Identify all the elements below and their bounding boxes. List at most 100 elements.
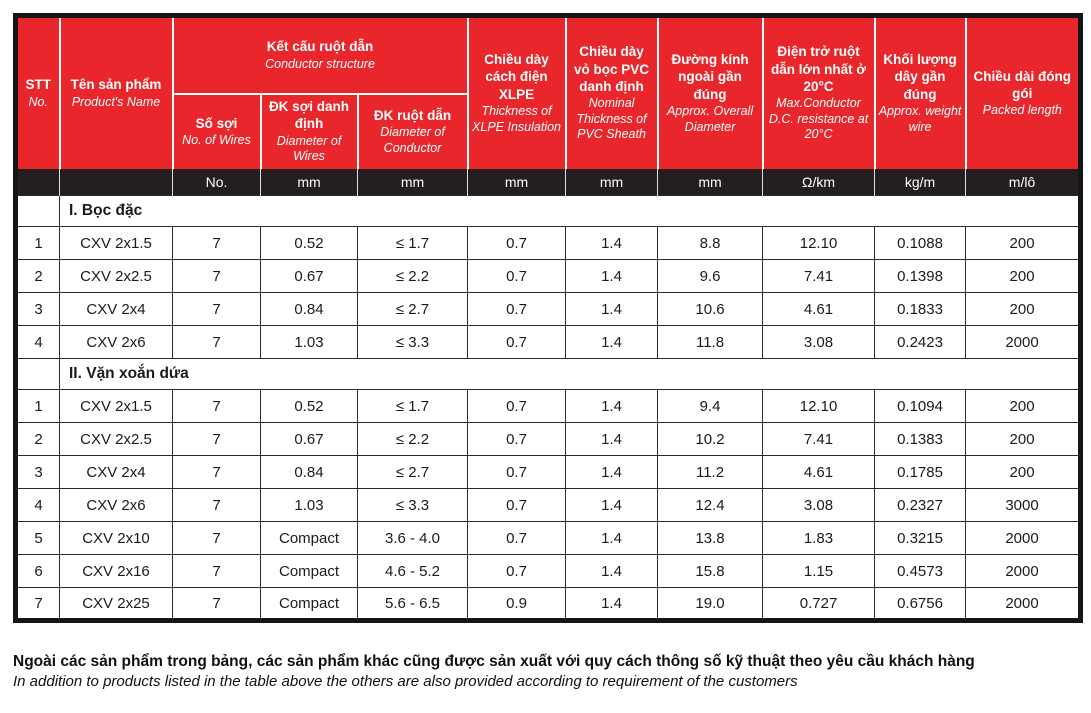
cell-xlpe-thickness: 0.7: [467, 226, 567, 260]
cell-weight: 0.1088: [874, 226, 967, 260]
cell-pvc-thickness: 1.4: [565, 521, 659, 555]
cell-dc-resistance: 1.83: [762, 521, 876, 555]
section-heading-row: I. Bọc đặc: [15, 195, 1082, 227]
cell-no-of-wires: 7: [172, 226, 261, 260]
cell-packed-length: 200: [965, 292, 1082, 326]
unit-cell: Ω/km: [762, 168, 876, 196]
cell-wire-diameter: Compact: [260, 554, 358, 588]
section-heading-empty-cell: [15, 358, 60, 390]
col-header-pvc-thickness-en: Nominal Thickness of PVC Sheath: [576, 96, 647, 142]
table-row: 2 CXV 2x2.5 7 0.67 ≤ 2.2 0.7 1.4 9.6 7.41 0.1398 2…: [15, 259, 1082, 293]
col-header-packed-length-en: Packed length: [982, 103, 1062, 118]
cell-dc-resistance: 4.61: [762, 455, 876, 489]
cell-product-name: CXV 2x4: [59, 455, 173, 489]
col-header-product-name: Tên sản phẩm Product's Name: [59, 15, 174, 169]
cell-weight: 0.1094: [874, 389, 967, 423]
cell-overall-diameter: 13.8: [657, 521, 764, 555]
footer-note-vi: Ngoài các sản phẩm trong bảng, các sản p…: [13, 653, 975, 670]
footer-note-en: In addition to products listed in the ta…: [13, 673, 798, 691]
cell-weight: 0.4573: [874, 554, 967, 588]
cell-conductor-diameter: ≤ 2.2: [356, 422, 469, 456]
cell-conductor-diameter: 5.6 - 6.5: [356, 587, 469, 621]
footer-notes: Ngoài các sản phẩm trong bảng, các sản p…: [13, 652, 1083, 692]
cell-pvc-thickness: 1.4: [565, 422, 659, 456]
cell-conductor-diameter: 4.6 - 5.2: [356, 554, 469, 588]
cell-dc-resistance: 4.61: [762, 292, 876, 326]
cell-product-name: CXV 2x2.5: [59, 259, 173, 293]
cell-pvc-thickness: 1.4: [565, 259, 659, 293]
cell-xlpe-thickness: 0.7: [467, 488, 567, 522]
cell-packed-length: 3000: [965, 488, 1082, 522]
table-row: 2 CXV 2x2.5 7 0.67 ≤ 2.2 0.7 1.4 10.2 7.41 0.1383…: [15, 422, 1082, 456]
cell-pvc-thickness: 1.4: [565, 455, 659, 489]
table-row: 4 CXV 2x6 7 1.03 ≤ 3.3 0.7 1.4 11.8 3.08 0.2423 20…: [15, 325, 1082, 359]
cell-wire-diameter: Compact: [260, 521, 358, 555]
table-row: 1 CXV 2x1.5 7 0.52 ≤ 1.7 0.7 1.4 9.4 12.10 0.1094…: [15, 389, 1082, 423]
col-header-packed-length: Chiều dài đóng gói Packed length: [965, 15, 1081, 169]
cell-stt: 1: [15, 226, 60, 260]
cell-no-of-wires: 7: [172, 292, 261, 326]
table-row: 1 CXV 2x1.5 7 0.52 ≤ 1.7 0.7 1.4 8.8 12.10 0.1088…: [15, 226, 1082, 260]
cell-overall-diameter: 19.0: [657, 587, 764, 621]
cell-product-name: CXV 2x4: [59, 292, 173, 326]
table-header: STT No. Tên sản phẩm Product's Name Kết …: [15, 15, 1081, 196]
col-header-conductor-diameter-en: Diameter of Conductor: [380, 125, 445, 155]
unit-cell: mm: [657, 168, 764, 196]
cell-stt: 4: [15, 488, 60, 522]
cell-xlpe-thickness: 0.7: [467, 521, 567, 555]
cell-weight: 0.6756: [874, 587, 967, 621]
unit-cell: mm: [357, 168, 469, 196]
cell-xlpe-thickness: 0.7: [467, 259, 567, 293]
cell-no-of-wires: 7: [172, 455, 261, 489]
unit-cell: mm: [467, 168, 567, 196]
table-row: 6 CXV 2x16 7 Compact 4.6 - 5.2 0.7 1.4 15.8 1.15…: [15, 554, 1082, 588]
cell-conductor-diameter: ≤ 2.7: [356, 292, 469, 326]
cell-wire-diameter: 0.52: [260, 226, 358, 260]
section-heading-empty-cell: [15, 195, 60, 227]
col-header-approx-weight-vi: Khối lượng dây gần đúng: [883, 52, 957, 102]
cell-stt: 3: [15, 455, 60, 489]
cell-packed-length: 200: [965, 422, 1082, 456]
col-header-overall-diameter-vi: Đường kính ngoài gần đúng: [671, 52, 749, 102]
cell-xlpe-thickness: 0.7: [467, 325, 567, 359]
catalog-page: STT No. Tên sản phẩm Product's Name Kết …: [0, 13, 1091, 713]
col-header-approx-weight-en: Approx. weight wire: [878, 104, 962, 134]
units-row: No. mm mm mm mm mm Ω/km kg/m m/lô: [15, 168, 1081, 196]
unit-cell: No.: [172, 168, 261, 196]
section-title: II. Vặn xoắn dứa: [58, 358, 1082, 390]
col-header-no-of-wires-vi: Số sợi: [195, 115, 238, 131]
col-header-pvc-thickness-vi: Chiều dày vỏ bọc PVC danh định: [574, 44, 650, 94]
cell-stt: 2: [15, 259, 60, 293]
cell-weight: 0.2327: [874, 488, 967, 522]
cell-overall-diameter: 11.2: [657, 455, 764, 489]
col-header-packed-length-vi: Chiều dài đóng gói: [973, 68, 1072, 101]
cell-overall-diameter: 9.4: [657, 389, 764, 423]
cell-product-name: CXV 2x1.5: [59, 226, 173, 260]
cell-overall-diameter: 8.8: [657, 226, 764, 260]
col-header-dc-resistance-en: Max.Conductor D.C. resistance at 20°C: [768, 96, 869, 142]
cell-product-name: CXV 2x6: [59, 325, 173, 359]
cell-no-of-wires: 7: [172, 587, 261, 621]
unit-cell: mm: [260, 168, 358, 196]
col-header-overall-diameter-en: Approx. Overall Diameter: [666, 104, 754, 134]
cell-packed-length: 2000: [965, 521, 1082, 555]
cell-xlpe-thickness: 0.7: [467, 422, 567, 456]
col-header-stt: STT No.: [15, 15, 61, 169]
cell-product-name: CXV 2x10: [59, 521, 173, 555]
unit-cell: [59, 168, 173, 196]
cell-conductor-diameter: ≤ 2.2: [356, 259, 469, 293]
cell-packed-length: 200: [965, 226, 1082, 260]
cell-product-name: CXV 2x6: [59, 488, 173, 522]
cell-packed-length: 2000: [965, 587, 1082, 621]
cell-overall-diameter: 15.8: [657, 554, 764, 588]
col-header-no-of-wires: Số sợi No. of Wires: [172, 93, 262, 169]
cell-dc-resistance: 0.727: [762, 587, 876, 621]
cell-dc-resistance: 7.41: [762, 422, 876, 456]
cell-conductor-diameter: ≤ 3.3: [356, 325, 469, 359]
unit-cell: kg/m: [874, 168, 967, 196]
cell-pvc-thickness: 1.4: [565, 292, 659, 326]
table-row: 3 CXV 2x4 7 0.84 ≤ 2.7 0.7 1.4 11.2 4.61 0.1785 20…: [15, 455, 1082, 489]
cell-conductor-diameter: 3.6 - 4.0: [356, 521, 469, 555]
table-row: 4 CXV 2x6 7 1.03 ≤ 3.3 0.7 1.4 12.4 3.08 0.2327 30…: [15, 488, 1082, 522]
cell-stt: 2: [15, 422, 60, 456]
